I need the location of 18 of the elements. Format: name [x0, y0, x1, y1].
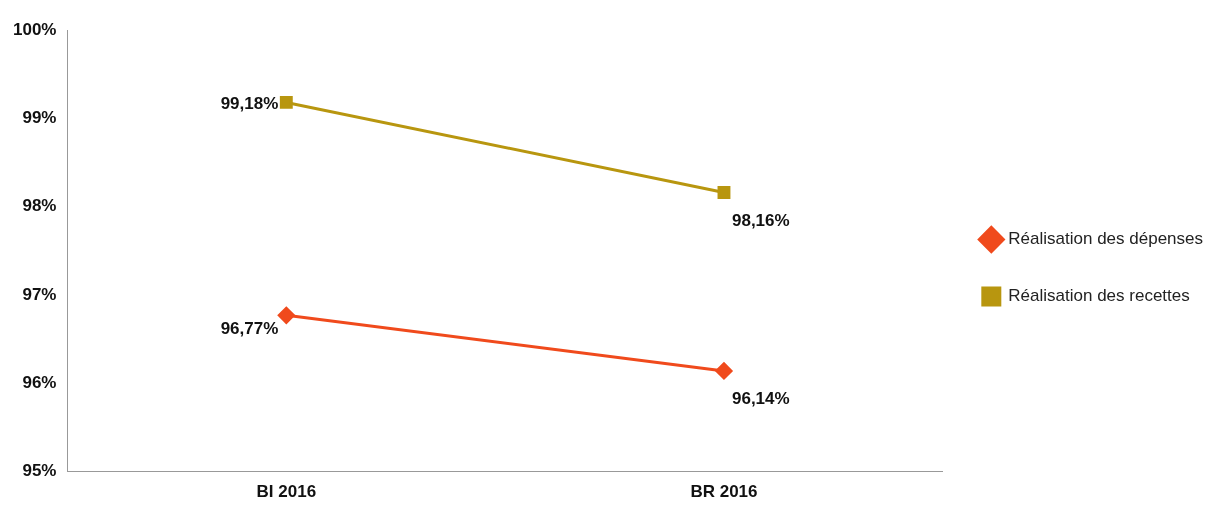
point [715, 362, 733, 380]
y-tick-label: 95% [22, 461, 57, 481]
data-label: 96,77% [220, 318, 279, 338]
data-label: 98,16% [731, 210, 790, 230]
point [717, 186, 731, 199]
y-tick-label: 99% [22, 108, 57, 128]
legend-label: Réalisation des dépenses [1008, 229, 1203, 249]
data-label: 96,14% [731, 389, 790, 409]
x-tick-label: BR 2016 [690, 482, 758, 502]
point [277, 306, 295, 324]
y-tick-label: 98% [22, 196, 57, 216]
y-tick-label: 97% [22, 284, 57, 304]
x-tick-label: BI 2016 [256, 482, 317, 502]
y-tick-label: 100% [13, 19, 57, 39]
legend-label: Réalisation des recettes [1008, 286, 1190, 306]
y-tick-label: 96% [22, 372, 57, 392]
point [279, 95, 293, 109]
data-label: 99,18% [220, 94, 279, 114]
